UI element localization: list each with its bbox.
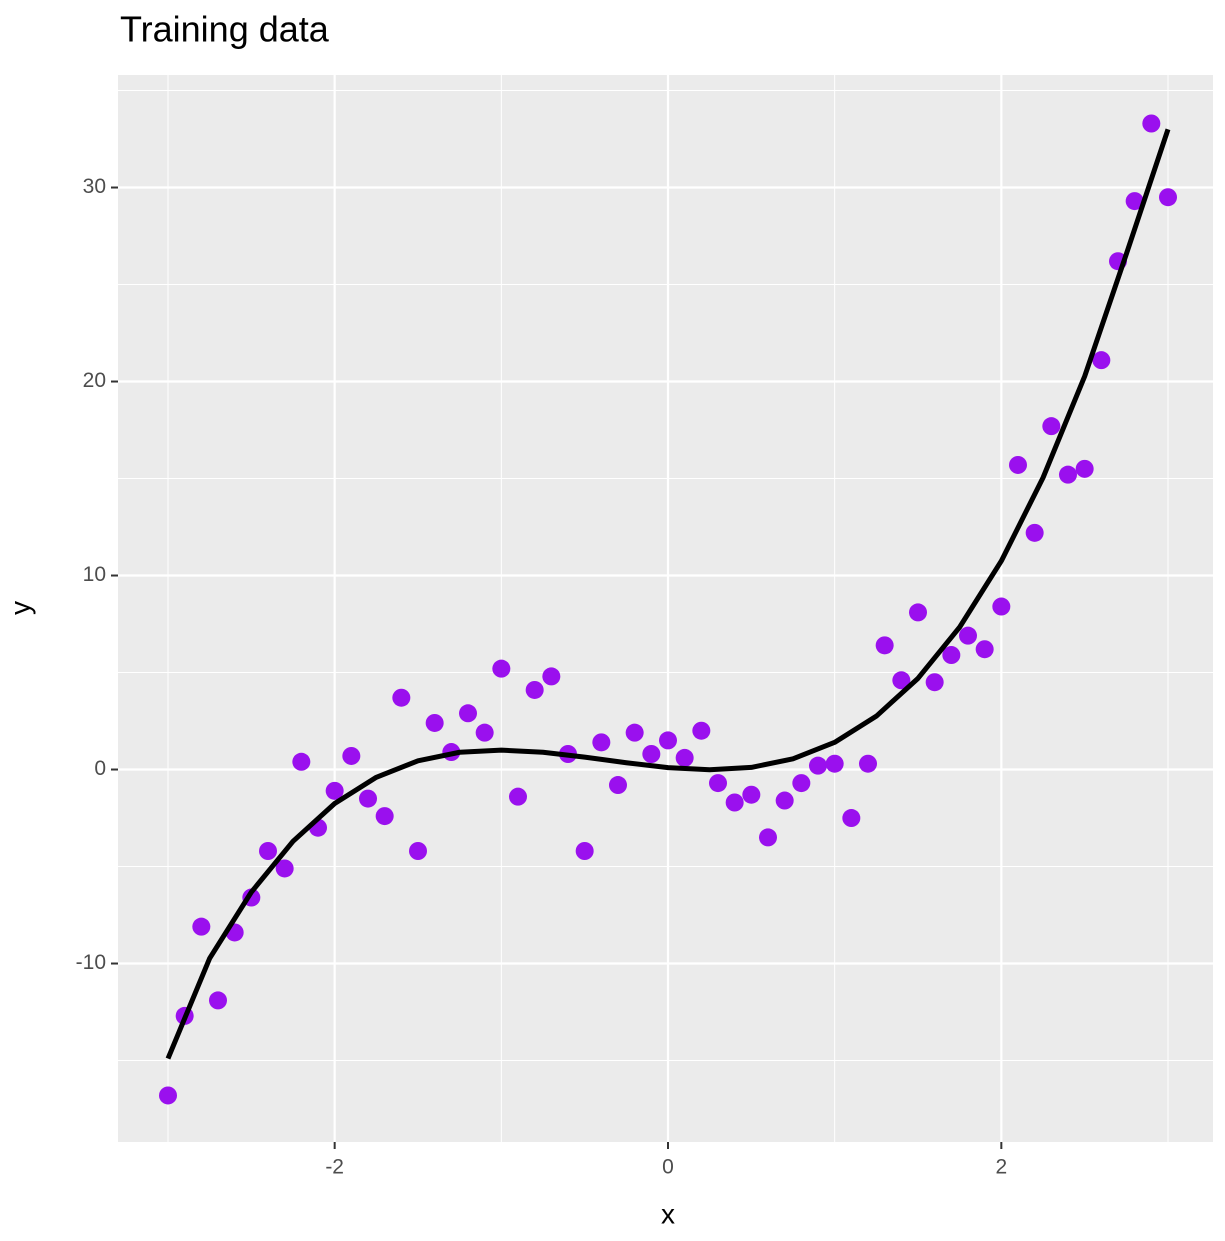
- data-point: [292, 752, 311, 771]
- data-point: [675, 748, 694, 767]
- data-point: [1059, 465, 1077, 484]
- data-point: [692, 721, 711, 740]
- data-point: [859, 754, 877, 773]
- data-point: [1075, 459, 1094, 478]
- data-point: [742, 785, 761, 804]
- data-point: [909, 603, 927, 622]
- data-point: [992, 597, 1011, 616]
- data-point: [642, 745, 661, 763]
- data-point: [425, 713, 444, 732]
- data-point: [659, 731, 677, 750]
- data-point: [709, 774, 727, 793]
- data-point: [1125, 192, 1144, 211]
- data-point: [792, 774, 811, 793]
- data-point: [375, 807, 394, 826]
- data-point: [1159, 188, 1177, 207]
- y-tick-label: 30: [83, 175, 106, 198]
- y-tick-label: -10: [76, 951, 106, 974]
- data-point: [609, 776, 627, 795]
- data-point: [725, 793, 744, 812]
- data-point: [392, 688, 411, 707]
- y-tick-label: 20: [83, 369, 106, 392]
- plot-panel: [118, 75, 1213, 1142]
- data-point: [492, 659, 511, 678]
- data-point: [1092, 351, 1111, 370]
- x-tick-label: 2: [995, 1156, 1007, 1179]
- y-axis-title: y: [4, 601, 35, 615]
- data-point: [159, 1086, 177, 1105]
- y-tick-label: 10: [83, 563, 106, 586]
- x-tick-label: 0: [662, 1156, 674, 1179]
- data-point: [342, 746, 361, 765]
- data-point: [459, 704, 477, 723]
- data-point: [259, 842, 277, 860]
- data-point: [325, 781, 344, 800]
- data-point: [942, 646, 961, 665]
- fit-curve: [165, 128, 1171, 1060]
- data-point: [625, 723, 644, 742]
- data-point: [959, 626, 977, 645]
- x-axis-title: x: [661, 1198, 675, 1229]
- data-point: [825, 754, 844, 773]
- data-point: [1009, 455, 1027, 474]
- data-point: [925, 673, 944, 692]
- data-point: [759, 828, 777, 847]
- data-point: [525, 680, 544, 699]
- chart-title: Training data: [120, 9, 330, 50]
- y-tick-label: 0: [94, 757, 106, 780]
- data-point: [475, 723, 494, 742]
- data-point: [509, 787, 527, 806]
- data-point: [809, 756, 827, 775]
- data-point: [359, 789, 377, 808]
- data-point: [775, 791, 794, 810]
- data-point: [1142, 114, 1161, 133]
- data-point: [575, 842, 594, 860]
- data-point: [275, 859, 294, 878]
- data-point: [409, 842, 427, 860]
- data-point: [842, 809, 861, 828]
- data-point: [209, 991, 227, 1010]
- data-point: [192, 917, 211, 936]
- data-point: [875, 636, 894, 655]
- data-point: [892, 671, 911, 690]
- data-point: [542, 667, 561, 686]
- data-point: [975, 640, 994, 659]
- data-point: [592, 733, 611, 752]
- data-point: [1042, 417, 1061, 436]
- x-tick-label: -2: [325, 1156, 344, 1179]
- data-point: [1025, 523, 1044, 542]
